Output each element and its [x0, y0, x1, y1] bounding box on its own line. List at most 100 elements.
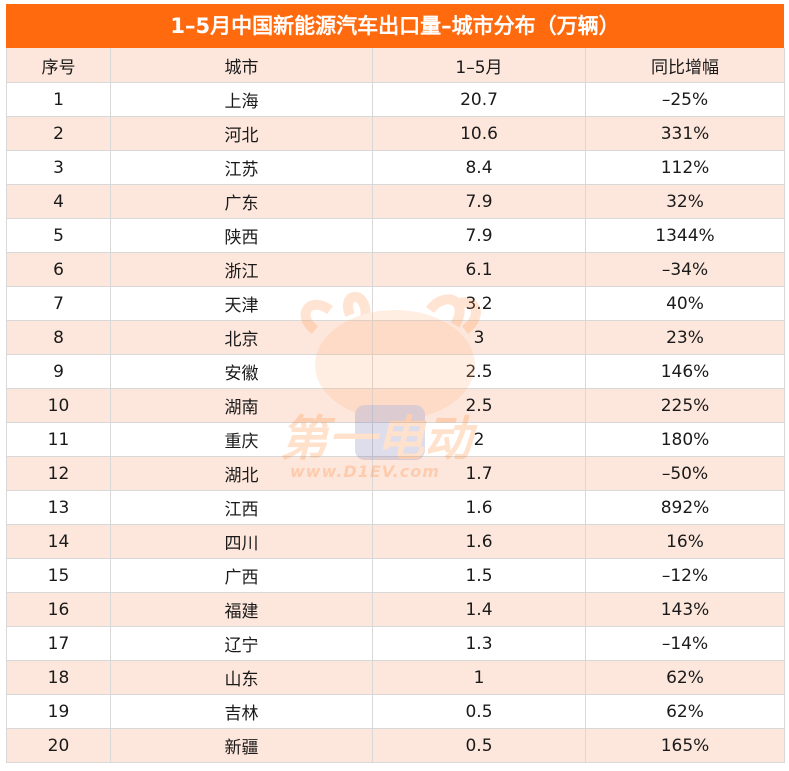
export-table: 序号 城市 1–5月 同比增幅 1 上海 20.7 –25% 2 河北 10.6 331% 3 江…	[6, 48, 785, 763]
cell-volume: 0.5	[372, 694, 586, 729]
cell-index: 4	[6, 184, 111, 219]
table-row: 8 北京 3 23%	[6, 320, 785, 355]
cell-city: 江苏	[110, 150, 373, 185]
table-row: 2 河北 10.6 331%	[6, 116, 785, 151]
table-row: 4 广东 7.9 32%	[6, 184, 785, 219]
cell-volume: 3.2	[372, 286, 586, 321]
header-growth: 同比增幅	[585, 48, 785, 83]
cell-index: 3	[6, 150, 111, 185]
table-row: 10 湖南 2.5 225%	[6, 388, 785, 423]
table-row: 11 重庆 2 180%	[6, 422, 785, 457]
cell-city: 江西	[110, 490, 373, 525]
cell-city: 陕西	[110, 218, 373, 253]
cell-growth: 112%	[585, 150, 785, 185]
cell-growth: –14%	[585, 626, 785, 661]
cell-index: 19	[6, 694, 111, 729]
cell-city: 重庆	[110, 422, 373, 457]
cell-growth: 225%	[585, 388, 785, 423]
cell-city: 天津	[110, 286, 373, 321]
cell-volume: 0.5	[372, 728, 586, 763]
cell-volume: 1.5	[372, 558, 586, 593]
cell-city: 北京	[110, 320, 373, 355]
cell-growth: 23%	[585, 320, 785, 355]
table-body: 1 上海 20.7 –25% 2 河北 10.6 331% 3 江苏 8.4 112% 4 广东 7.9 32…	[6, 82, 785, 763]
cell-growth: 62%	[585, 660, 785, 695]
cell-volume: 10.6	[372, 116, 586, 151]
table-title: 1–5月中国新能源汽车出口量–城市分布（万辆）	[6, 4, 784, 48]
cell-volume: 2.5	[372, 388, 586, 423]
table-row: 3 江苏 8.4 112%	[6, 150, 785, 185]
cell-index: 1	[6, 82, 111, 117]
cell-volume: 1.6	[372, 490, 586, 525]
cell-volume: 7.9	[372, 184, 586, 219]
cell-city: 河北	[110, 116, 373, 151]
cell-growth: 40%	[585, 286, 785, 321]
cell-index: 10	[6, 388, 111, 423]
table-row: 7 天津 3.2 40%	[6, 286, 785, 321]
cell-growth: 146%	[585, 354, 785, 389]
cell-index: 17	[6, 626, 111, 661]
cell-growth: 180%	[585, 422, 785, 457]
cell-city: 湖北	[110, 456, 373, 491]
cell-city: 湖南	[110, 388, 373, 423]
cell-city: 上海	[110, 82, 373, 117]
cell-city: 吉林	[110, 694, 373, 729]
cell-growth: –34%	[585, 252, 785, 287]
cell-growth: –12%	[585, 558, 785, 593]
cell-volume: 1.7	[372, 456, 586, 491]
cell-volume: 6.1	[372, 252, 586, 287]
cell-growth: 62%	[585, 694, 785, 729]
table-row: 9 安徽 2.5 146%	[6, 354, 785, 389]
table-row: 1 上海 20.7 –25%	[6, 82, 785, 117]
cell-volume: 8.4	[372, 150, 586, 185]
table-row: 16 福建 1.4 143%	[6, 592, 785, 627]
cell-index: 15	[6, 558, 111, 593]
cell-growth: –50%	[585, 456, 785, 491]
cell-index: 7	[6, 286, 111, 321]
cell-volume: 2	[372, 422, 586, 457]
cell-city: 福建	[110, 592, 373, 627]
cell-growth: 143%	[585, 592, 785, 627]
table-row: 13 江西 1.6 892%	[6, 490, 785, 525]
table-row: 14 四川 1.6 16%	[6, 524, 785, 559]
cell-city: 辽宁	[110, 626, 373, 661]
cell-volume: 1.6	[372, 524, 586, 559]
header-city: 城市	[110, 48, 373, 83]
cell-city: 山东	[110, 660, 373, 695]
cell-growth: 892%	[585, 490, 785, 525]
cell-city: 浙江	[110, 252, 373, 287]
cell-volume: 20.7	[372, 82, 586, 117]
table-row: 18 山东 1 62%	[6, 660, 785, 695]
cell-volume: 2.5	[372, 354, 586, 389]
cell-growth: –25%	[585, 82, 785, 117]
table-row: 12 湖北 1.7 –50%	[6, 456, 785, 491]
cell-growth: 1344%	[585, 218, 785, 253]
cell-city: 四川	[110, 524, 373, 559]
header-volume: 1–5月	[372, 48, 586, 83]
table-row: 15 广西 1.5 –12%	[6, 558, 785, 593]
cell-index: 6	[6, 252, 111, 287]
cell-growth: 331%	[585, 116, 785, 151]
cell-index: 16	[6, 592, 111, 627]
cell-city: 广西	[110, 558, 373, 593]
cell-index: 14	[6, 524, 111, 559]
cell-growth: 16%	[585, 524, 785, 559]
cell-volume: 7.9	[372, 218, 586, 253]
cell-volume: 1.4	[372, 592, 586, 627]
cell-index: 8	[6, 320, 111, 355]
cell-volume: 1	[372, 660, 586, 695]
table-row: 20 新疆 0.5 165%	[6, 728, 785, 763]
table-row: 5 陕西 7.9 1344%	[6, 218, 785, 253]
cell-growth: 32%	[585, 184, 785, 219]
cell-volume: 3	[372, 320, 586, 355]
cell-index: 2	[6, 116, 111, 151]
table-row: 17 辽宁 1.3 –14%	[6, 626, 785, 661]
cell-index: 5	[6, 218, 111, 253]
header-row: 序号 城市 1–5月 同比增幅	[6, 48, 785, 83]
cell-index: 18	[6, 660, 111, 695]
cell-city: 广东	[110, 184, 373, 219]
cell-growth: 165%	[585, 728, 785, 763]
table-row: 19 吉林 0.5 62%	[6, 694, 785, 729]
cell-index: 20	[6, 728, 111, 763]
table-container: 1–5月中国新能源汽车出口量–城市分布（万辆） 序号 城市 1–5月 同比增幅 …	[6, 4, 785, 763]
